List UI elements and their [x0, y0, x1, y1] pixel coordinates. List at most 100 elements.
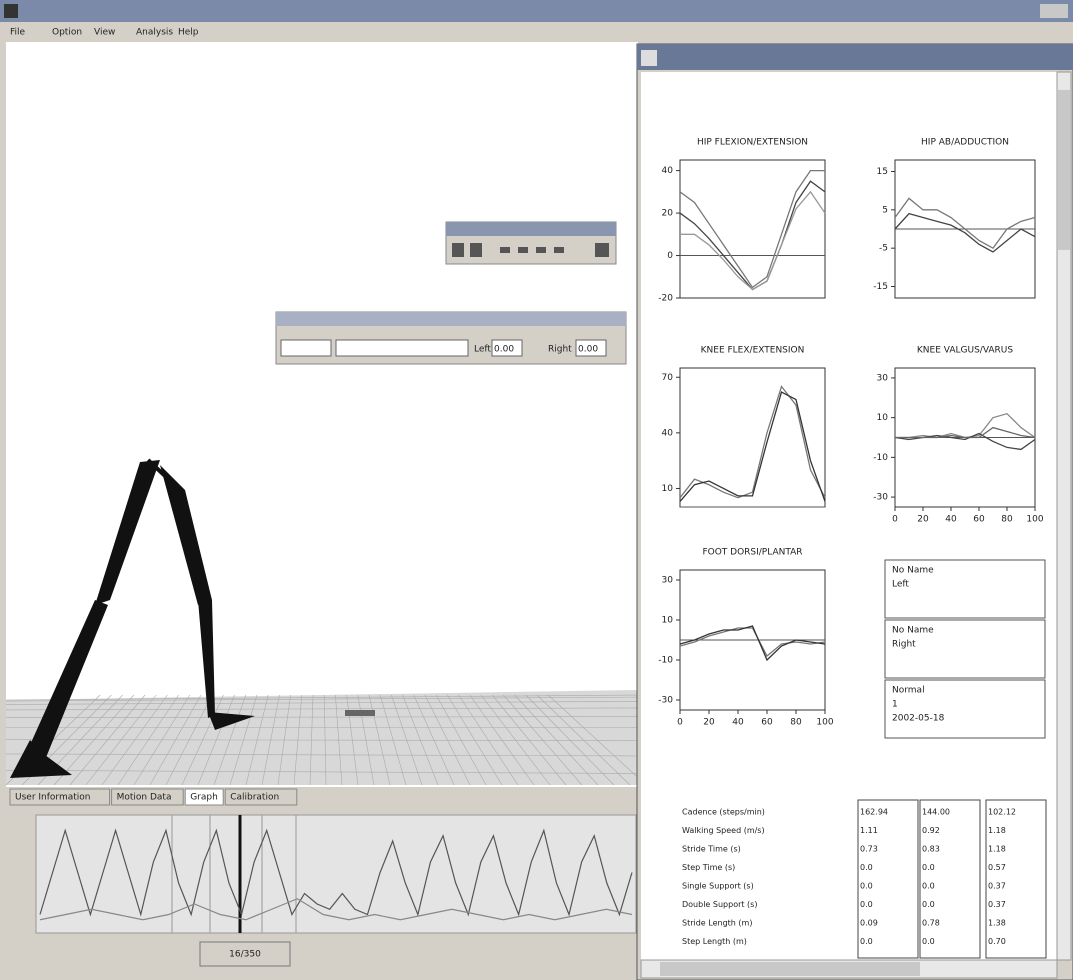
toolbar-title [276, 312, 626, 326]
floor-marker [345, 710, 375, 716]
table-label: Walking Speed (m/s) [682, 826, 765, 835]
app-window: FileOptionViewAnalysisHelp Left 0.00 Rig… [0, 0, 1073, 980]
y-tick-label: 15 [877, 167, 888, 177]
table-value: 0.0 [922, 937, 935, 946]
x-tick-label: 0 [677, 718, 683, 728]
table-value: 102.12 [988, 808, 1016, 817]
table-value: 0.37 [988, 900, 1006, 909]
table-value: 0.37 [988, 882, 1006, 891]
info-text: 1 [892, 700, 898, 710]
x-tick-label: 0 [892, 515, 898, 525]
app-icon [4, 4, 18, 18]
table-value: 0.0 [922, 900, 935, 909]
table-value: 0.0 [860, 882, 873, 891]
table-value: 1.11 [860, 826, 878, 835]
y-tick-label: -5 [879, 244, 888, 254]
x-tick-label: 100 [1026, 515, 1043, 525]
x-tick-label: 20 [917, 515, 929, 525]
screen: FileOptionViewAnalysisHelp Left 0.00 Rig… [0, 0, 1073, 980]
window-buttons[interactable] [1040, 4, 1068, 18]
combo[interactable] [281, 340, 331, 356]
y-tick-label: 40 [662, 428, 674, 438]
toolbar-title [446, 222, 616, 236]
info-boxes: No NameLeftNo NameRightNormal12002-05-18 [885, 560, 1045, 738]
y-tick-label: -10 [873, 453, 888, 463]
report-title-bar [637, 44, 1073, 70]
y-tick-label: 10 [662, 616, 674, 626]
3d-view [6, 42, 638, 787]
y-tick-label: 40 [662, 166, 674, 176]
table-value: 0.0 [860, 863, 873, 872]
y-tick-label: -10 [658, 656, 673, 666]
chart-title: HIP AB/ADDUCTION [921, 138, 1009, 148]
table-value: 162.94 [860, 808, 888, 817]
table-value: 0.78 [922, 919, 940, 928]
y-tick-label: -15 [873, 282, 888, 292]
timeline-graph [36, 815, 636, 933]
tab-label[interactable]: Motion Data [117, 793, 172, 803]
menu-item[interactable]: View [94, 28, 115, 38]
table-value: 1.18 [988, 826, 1006, 835]
x-tick-label: 20 [703, 718, 715, 728]
table-value: 0.70 [988, 937, 1006, 946]
table-value: 0.92 [922, 826, 940, 835]
right-label: Right [548, 345, 572, 355]
y-tick-label: 5 [882, 205, 888, 215]
chart-title: HIP FLEXION/EXTENSION [697, 138, 808, 148]
x-tick-label: 40 [945, 515, 957, 525]
table-label: Stride Time (s) [682, 845, 741, 854]
title-bar [0, 0, 1073, 22]
menu-item[interactable]: File [10, 28, 26, 38]
y-tick-label: 10 [662, 484, 674, 494]
table-label: Step Length (m) [682, 937, 747, 946]
x-tick-label: 60 [973, 515, 985, 525]
chart-title: KNEE VALGUS/VARUS [917, 346, 1014, 356]
table-value: 0.83 [922, 845, 940, 854]
tabs: User Information Motion Data Graph Calibrat… [10, 789, 297, 805]
y-tick-label: 20 [662, 209, 674, 219]
tab-label[interactable]: Calibration [230, 793, 279, 803]
y-tick-label: 30 [662, 576, 674, 586]
x-tick-label: 80 [1001, 515, 1013, 525]
tab-label[interactable]: User Information [15, 793, 90, 803]
menu-item[interactable]: Analysis [136, 28, 173, 38]
table-label: Stride Length (m) [682, 919, 752, 928]
menu-item[interactable]: Option [52, 28, 82, 38]
x-tick-label: 100 [816, 718, 833, 728]
table-value: 0.73 [860, 845, 878, 854]
table-value: 0.09 [860, 919, 878, 928]
table-label: Step Time (s) [682, 863, 735, 872]
left-value: 0.00 [494, 345, 514, 355]
table-value: 1.38 [988, 919, 1006, 928]
y-tick-label: -30 [658, 696, 673, 706]
table-value: 0.57 [988, 863, 1006, 872]
info-text: Right [892, 640, 916, 650]
table-value: 0.0 [860, 937, 873, 946]
tab-label[interactable]: Graph [190, 793, 218, 803]
table-value: 144.00 [922, 808, 950, 817]
table-label: Double Support (s) [682, 900, 757, 909]
y-tick-label: 70 [662, 373, 674, 383]
x-tick-label: 80 [790, 718, 802, 728]
table-label: Cadence (steps/min) [682, 808, 765, 817]
info-text: 2002-05-18 [892, 714, 945, 724]
menu-item[interactable]: Help [178, 28, 199, 38]
combo[interactable] [336, 340, 468, 356]
info-text: No Name [892, 566, 934, 576]
chart-title: KNEE FLEX/EXTENSION [701, 346, 805, 356]
frame-counter-text: 16/350 [229, 950, 261, 960]
y-tick-label: -30 [873, 493, 888, 503]
x-tick-label: 60 [761, 718, 773, 728]
info-text: Normal [892, 686, 925, 696]
y-tick-label: -20 [658, 294, 673, 304]
chart-title: FOOT DORSI/PLANTAR [702, 548, 802, 558]
table-value: 0.0 [922, 882, 935, 891]
y-tick-label: 0 [667, 251, 673, 261]
h-scroll-thumb[interactable] [660, 962, 920, 976]
left-label: Left [474, 345, 491, 355]
v-scroll-thumb[interactable] [1058, 90, 1070, 250]
info-text: No Name [892, 626, 934, 636]
table-value: 0.0 [922, 863, 935, 872]
right-value: 0.00 [578, 345, 598, 355]
table-label: Single Support (s) [682, 882, 754, 891]
